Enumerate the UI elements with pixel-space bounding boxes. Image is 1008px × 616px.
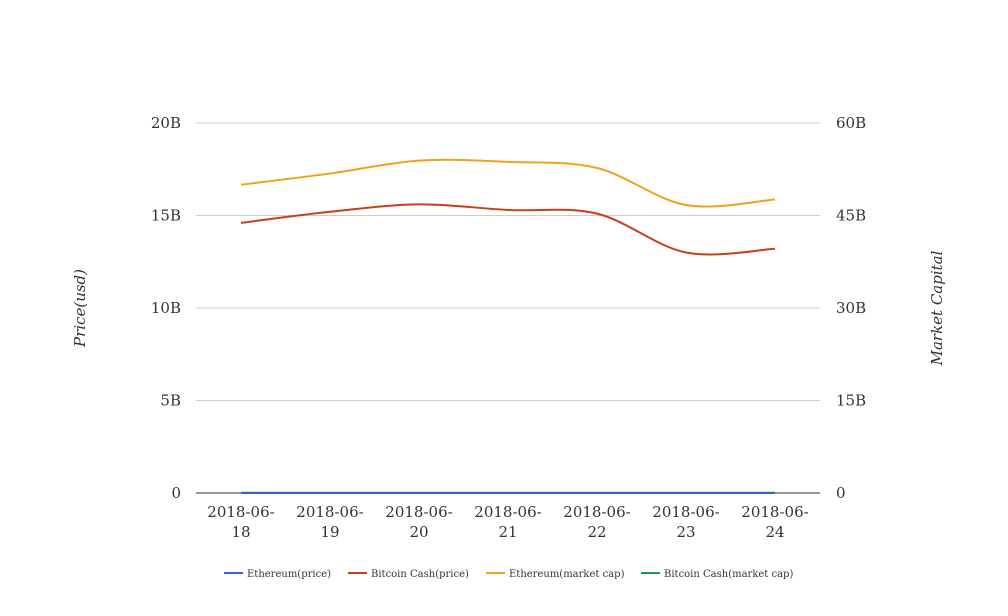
legend-label: Ethereum(price): [247, 569, 331, 580]
y-tick-right: 0: [836, 484, 846, 502]
y-axis-right-ticks: 0 15B 30B 45B 60B: [836, 114, 866, 502]
y-axis-right-title: Market Capital: [928, 250, 946, 366]
x-tick: 2018-06-23: [652, 503, 719, 541]
x-axis-ticks: 2018-06-18 2018-06-19 2018-06-20 2018-06-21…: [207, 503, 808, 541]
x-tick: 2018-06-24: [741, 503, 808, 541]
x-tick: 2018-06-19: [296, 503, 363, 541]
series-line: [240, 158, 776, 208]
y-tick-left: 5B: [160, 392, 181, 410]
y-tick-right: 60B: [836, 114, 866, 132]
series-line: [240, 203, 776, 256]
legend-label: Bitcoin Cash(market cap): [664, 569, 793, 580]
legend-label: Ethereum(market cap): [509, 569, 625, 580]
y-axis-left-title: Price(usd): [71, 269, 89, 348]
y-tick-left: 15B: [151, 207, 181, 225]
y-tick-left: 20B: [151, 114, 181, 132]
y-tick-left: 0: [171, 484, 181, 502]
x-tick: 2018-06-21: [474, 503, 541, 541]
y-axis-left-ticks: 0 5B 10B 15B 20B: [151, 114, 181, 502]
y-tick-right: 30B: [836, 299, 866, 317]
x-tick: 2018-06-20: [385, 503, 452, 541]
y-tick-left: 10B: [151, 299, 181, 317]
y-tick-right: 15B: [836, 392, 866, 410]
x-tick: 2018-06-18: [207, 503, 274, 541]
y-tick-right: 45B: [836, 207, 866, 225]
legend: Ethereum(price) Bitcoin Cash(price) Ethere…: [224, 569, 793, 580]
x-tick: 2018-06-22: [563, 503, 630, 541]
series-lines: [240, 158, 776, 495]
legend-label: Bitcoin Cash(price): [371, 569, 469, 580]
